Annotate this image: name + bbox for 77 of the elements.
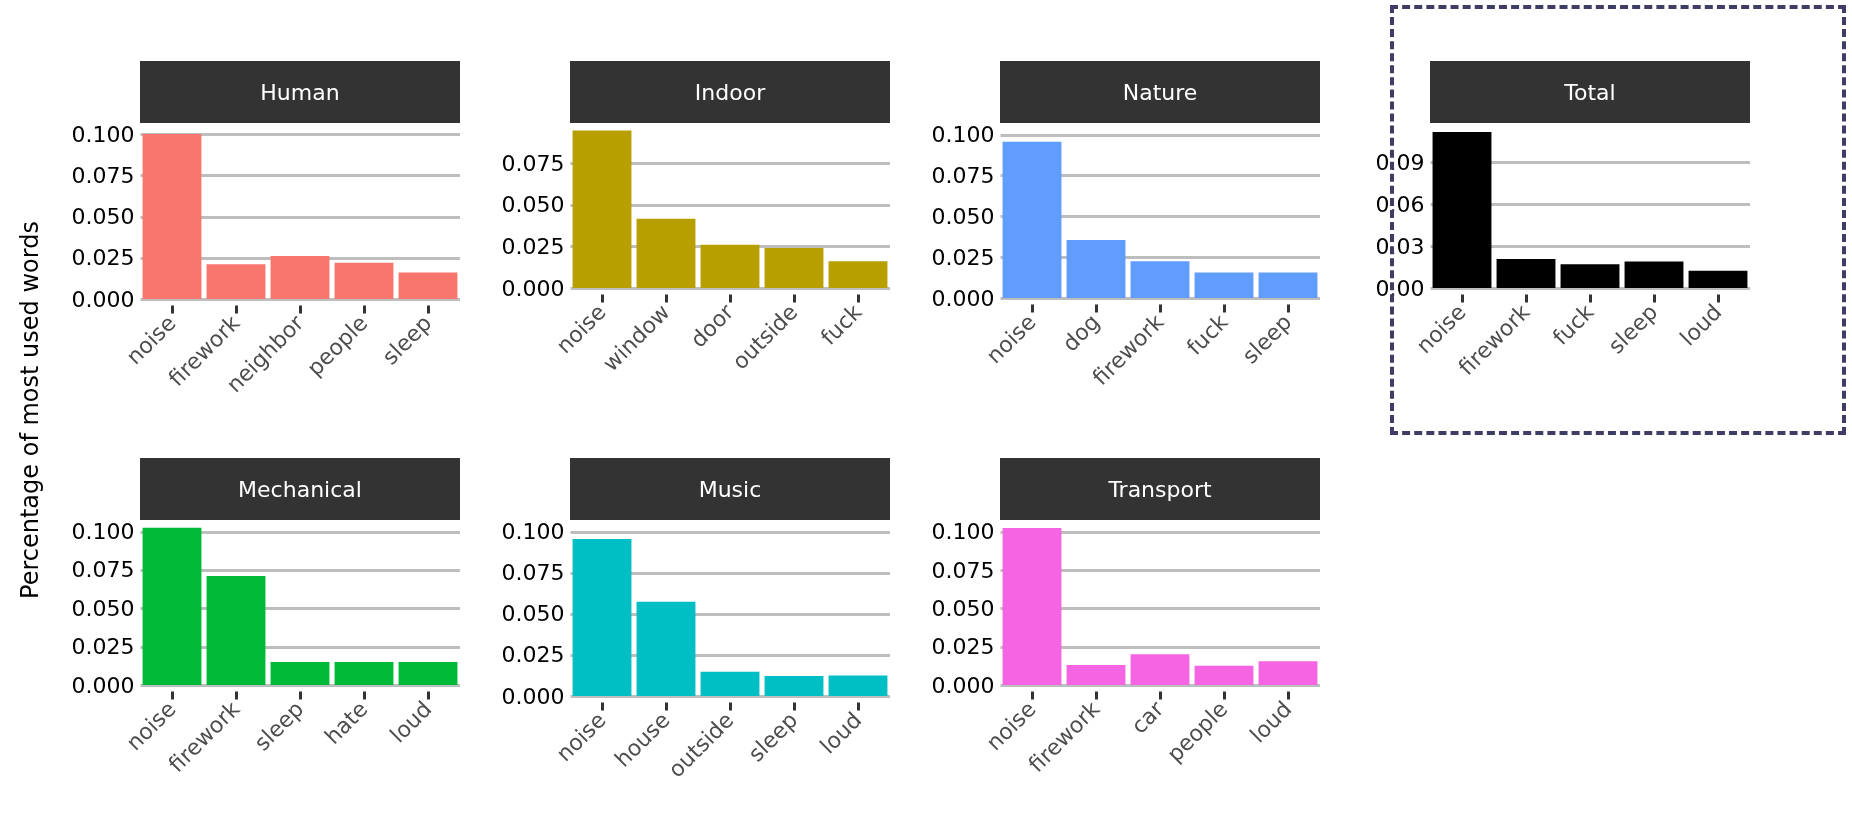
bar [1560,264,1620,288]
y-tick-label: 0.025 [501,642,565,668]
bar [334,262,394,299]
bar [142,527,202,685]
bar [1258,272,1318,298]
y-tick-label: 0.050 [71,595,135,621]
bar [636,218,696,288]
bar [1130,654,1190,685]
chart-title: Mechanical [140,458,460,520]
y-tick-label: 0.025 [501,233,565,259]
bar [1002,141,1062,298]
bar [1624,261,1684,288]
chart-title: Transport [1000,458,1320,520]
bar [572,130,632,288]
y-tick-label: 0.000 [501,683,565,709]
y-tick-label: 0.050 [931,203,995,229]
bar [1194,665,1254,685]
bar [1130,261,1190,298]
bar [142,134,202,299]
bar [1066,240,1126,298]
y-tick-label: 0.075 [501,150,565,176]
y-tick-label: 0.050 [931,595,995,621]
chart-title: Human [140,61,460,123]
bar [1258,661,1318,685]
bar [1066,665,1126,685]
chart-title: Indoor [570,61,890,123]
y-tick-label: 0.075 [71,162,135,188]
y-tick-label: 0.100 [931,122,995,148]
y-tick-label: 0.075 [501,560,565,586]
chart-title: Total [1430,61,1750,123]
bar [206,264,266,299]
bar [1688,270,1748,288]
bar [1194,272,1254,298]
bar [1496,259,1556,288]
y-tick-label: 0.06 [1375,191,1425,217]
y-tick-label: 0.025 [931,634,995,660]
bar [398,661,458,685]
bar [828,675,888,696]
y-tick-label: 0.025 [931,244,995,270]
y-tick-label: 0.025 [71,245,135,271]
y-tick-label: 0.000 [71,672,135,698]
y-tick-label: 0.050 [501,192,565,218]
y-tick-label: 0.000 [71,286,135,312]
y-tick-label: 0.075 [931,557,995,583]
y-tick-label: 0.100 [71,519,135,545]
x-tick-label: car [1126,695,1170,739]
chart-title: Nature [1000,61,1320,123]
y-tick-label: 0.075 [931,162,995,188]
bar [764,675,824,696]
y-tick-label: 0.050 [71,204,135,229]
bar [572,539,632,696]
bar [764,248,824,288]
y-tick-label: 0.100 [931,519,995,545]
bar [270,256,330,299]
bar [1432,132,1492,288]
y-tick-label: 0.000 [931,672,995,698]
y-tick-label: 0.050 [501,601,565,627]
bar [700,671,760,696]
bar [334,661,394,685]
y-tick-label: 0.025 [71,634,135,660]
bar [1002,528,1062,685]
y-tick-label: 0.000 [501,275,565,301]
bar [206,576,266,685]
bar [270,661,330,685]
bar [636,601,696,696]
y-tick-label: 0.075 [71,557,135,583]
bar [828,261,888,288]
y-tick-label: 0.09 [1375,149,1425,175]
y-tick-label: 0.00 [1375,275,1425,301]
bar [700,244,760,288]
y-axis-title: Percentage of most used words [16,221,45,599]
y-tick-label: 0.100 [501,519,565,545]
y-tick-label: 0.03 [1375,233,1425,259]
bar [398,272,458,299]
chart-title: Music [570,458,890,520]
y-tick-label: 0.100 [71,121,135,147]
y-tick-label: 0.000 [931,285,995,311]
